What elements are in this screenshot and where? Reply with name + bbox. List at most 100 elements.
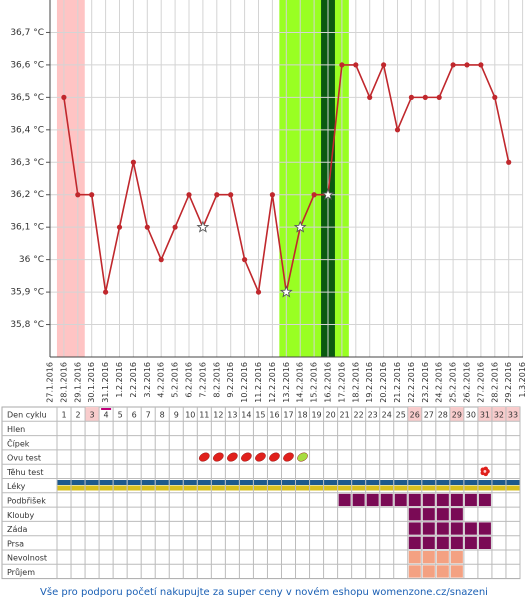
symptom-cell	[464, 522, 477, 535]
y-tick-label: 36,3 °C	[10, 158, 44, 168]
day-number: 23	[368, 411, 378, 420]
x-tick-label: 13.2.2016	[282, 362, 291, 403]
day-number: 27	[424, 411, 434, 420]
medication-top	[310, 480, 324, 485]
shop-link[interactable]: Vše pro podporu početí nakupujte za supe…	[40, 586, 488, 598]
day-highlight	[449, 407, 464, 422]
symptom-cell	[408, 536, 421, 549]
point	[158, 257, 164, 263]
highlight-band	[56, 0, 85, 357]
medication-top	[169, 480, 183, 485]
plot	[61, 62, 512, 298]
symptom-cell	[436, 508, 449, 521]
day-number: 29	[452, 411, 462, 420]
day-number: 9	[174, 411, 179, 420]
symptom-cell	[450, 551, 463, 564]
medication-bottom	[464, 485, 478, 491]
x-tick-label: 24.2.2016	[435, 362, 444, 403]
x-tick-label: 20.2.2016	[379, 362, 388, 403]
y-tick-label: 36,4 °C	[10, 125, 44, 135]
day-number: 20	[325, 411, 335, 420]
symptom-cell	[436, 565, 449, 578]
symptom-cell	[450, 508, 463, 521]
medication-top	[366, 480, 380, 485]
row-label: Klouby	[7, 511, 35, 520]
day-number: 32	[494, 411, 504, 420]
x-tick-label: 31.1.2016	[101, 362, 110, 403]
day-number: 22	[354, 411, 364, 420]
point	[506, 159, 512, 165]
x-tick-label: 3.2.2016	[143, 362, 152, 398]
medication-top	[211, 480, 225, 485]
point	[130, 159, 136, 165]
medication-top	[394, 480, 408, 485]
day-underline	[101, 408, 112, 410]
row-label: Hlen	[7, 425, 25, 434]
x-tick-label: 5.2.2016	[171, 362, 180, 398]
x-tick-label: 27.1.2016	[46, 362, 55, 403]
day-number: 15	[255, 411, 265, 420]
row-label: Čípek	[7, 437, 30, 448]
point	[75, 192, 81, 198]
x-tick-label: 29.1.2016	[73, 362, 82, 403]
medication-top	[338, 480, 352, 485]
ovulation-test	[198, 452, 210, 462]
symptom-cell	[422, 522, 435, 535]
symptom-cell	[478, 493, 491, 507]
x-tick-label: 25.2.2016	[449, 362, 458, 403]
day-highlight	[491, 407, 506, 422]
x-tick-label: 2.2.2016	[129, 362, 138, 398]
medication-top	[253, 480, 267, 485]
x-tick-label: 23.2.2016	[421, 362, 430, 403]
day-number: 13	[227, 411, 237, 420]
day-number: 21	[340, 411, 350, 420]
symptom-cell	[408, 565, 421, 578]
ovulation-test	[297, 452, 308, 462]
table-header: Den cyklu	[7, 411, 47, 420]
medication-top	[127, 480, 141, 485]
symptom-cell	[408, 551, 421, 564]
y-tick-label: 36,5 °C	[10, 93, 44, 103]
medication-top	[492, 480, 506, 485]
x-tick-label: 10.2.2016	[240, 362, 249, 403]
point	[422, 94, 428, 100]
medication-bottom	[281, 485, 296, 491]
x-tick-label: 16.2.2016	[324, 362, 333, 403]
medication-bottom	[127, 485, 141, 491]
cycle-table: 1 2 3 4 5 6 7 8 9 10 11 12 13 14 15 16 17 18 19 20 21 22 23 24 2…	[1, 406, 521, 580]
medication-bottom	[408, 485, 422, 491]
x-tick-label: 26.2.2016	[463, 362, 472, 403]
medication-bottom	[253, 485, 267, 491]
point	[89, 192, 95, 198]
star-point	[321, 187, 335, 201]
day-number: 10	[185, 411, 195, 420]
grid: 27.1.2016 28.1.2016 29.1.2016 30.1.2016 31.1…	[10, 0, 527, 403]
point	[172, 224, 178, 230]
day-number: 6	[132, 411, 137, 420]
day-number: 31	[480, 411, 490, 420]
day-number: 19	[311, 411, 321, 420]
medication-top	[478, 480, 492, 485]
medication-top	[85, 480, 99, 485]
x-tick-label: 18.2.2016	[351, 362, 360, 403]
y-tick-label: 36,6 °C	[10, 60, 44, 70]
point	[381, 62, 387, 68]
y-tick-label: 36 °C	[19, 255, 44, 265]
point	[311, 192, 317, 198]
x-tick-label: 19.2.2016	[365, 362, 374, 403]
medication-bottom	[169, 485, 183, 491]
day-number: 17	[283, 411, 293, 420]
medication-bottom	[450, 485, 464, 491]
y-tick-label: 36,1 °C	[10, 223, 44, 233]
medication-top	[71, 480, 85, 485]
day-number: 3	[90, 411, 95, 420]
medication-top	[408, 480, 422, 485]
row-label: Těhu test	[6, 468, 44, 477]
y-tick-label: 36,2 °C	[10, 190, 44, 200]
row-label: Léky	[7, 481, 26, 491]
day-number: 24	[382, 411, 392, 420]
y-tick-label: 36,7 °C	[10, 28, 44, 38]
medication-bottom	[366, 485, 380, 491]
medication-top	[436, 480, 450, 485]
